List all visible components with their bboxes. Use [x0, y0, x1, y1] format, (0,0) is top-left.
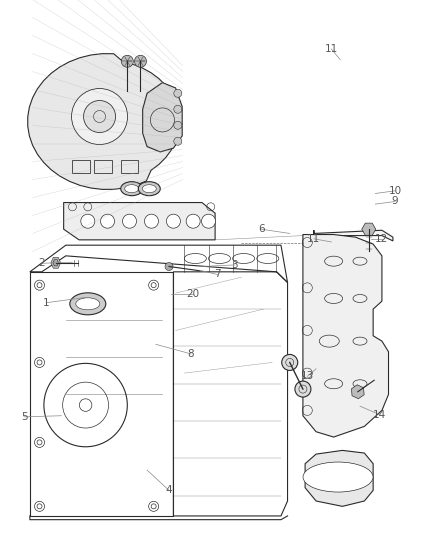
Ellipse shape: [138, 182, 160, 196]
Ellipse shape: [76, 298, 99, 310]
Circle shape: [173, 89, 181, 98]
Text: 20: 20: [186, 289, 199, 299]
Ellipse shape: [124, 184, 138, 193]
Circle shape: [122, 214, 136, 228]
Text: 7: 7: [213, 270, 220, 279]
Circle shape: [294, 381, 310, 397]
Polygon shape: [28, 54, 175, 189]
Text: 13: 13: [300, 372, 313, 381]
Text: 8: 8: [187, 349, 194, 359]
Circle shape: [81, 214, 95, 228]
Circle shape: [134, 55, 146, 67]
Text: 3: 3: [231, 260, 238, 270]
Circle shape: [186, 214, 200, 228]
Circle shape: [165, 262, 173, 271]
Polygon shape: [302, 235, 388, 437]
Text: 10: 10: [388, 186, 401, 196]
Circle shape: [83, 101, 115, 133]
Ellipse shape: [120, 182, 142, 196]
Circle shape: [173, 121, 181, 130]
Text: 1: 1: [42, 298, 49, 308]
Circle shape: [201, 214, 215, 228]
Text: 5: 5: [21, 412, 28, 422]
Circle shape: [281, 354, 297, 370]
Text: 11: 11: [307, 234, 320, 244]
Circle shape: [121, 55, 133, 67]
Text: 6: 6: [257, 224, 264, 234]
Polygon shape: [53, 260, 58, 266]
Ellipse shape: [142, 184, 156, 193]
Polygon shape: [51, 257, 60, 268]
Circle shape: [71, 88, 127, 144]
Text: 9: 9: [391, 197, 398, 206]
Text: 4: 4: [165, 486, 172, 495]
Circle shape: [100, 214, 114, 228]
Polygon shape: [142, 83, 182, 152]
Polygon shape: [313, 230, 392, 272]
Text: 11: 11: [324, 44, 337, 54]
Polygon shape: [351, 385, 363, 399]
Text: 14: 14: [372, 410, 385, 419]
Text: 12: 12: [374, 234, 388, 244]
Text: 2: 2: [38, 259, 45, 268]
Polygon shape: [320, 239, 330, 266]
Ellipse shape: [302, 462, 372, 492]
Circle shape: [173, 137, 181, 146]
Circle shape: [166, 214, 180, 228]
Polygon shape: [304, 450, 372, 506]
Circle shape: [144, 214, 158, 228]
Circle shape: [173, 105, 181, 114]
Polygon shape: [361, 223, 375, 235]
Polygon shape: [64, 203, 215, 240]
Ellipse shape: [70, 293, 106, 315]
